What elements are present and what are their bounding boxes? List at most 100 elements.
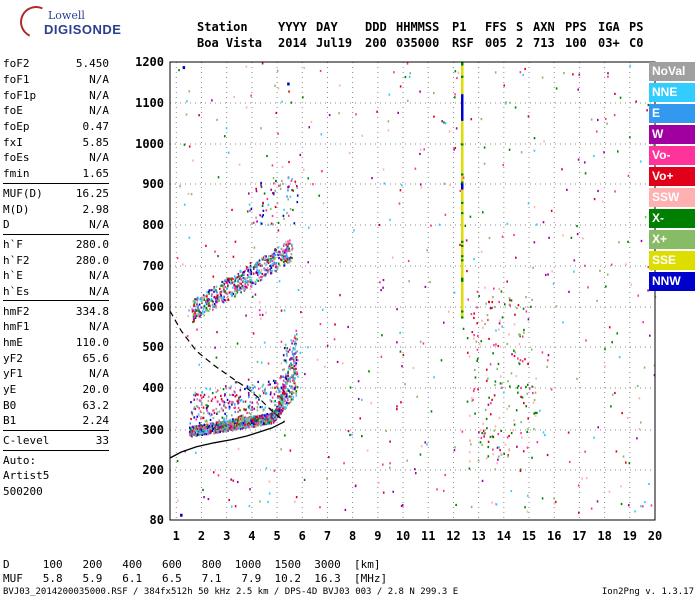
param-row: foF1p N/A [3,87,109,103]
echo-point [286,243,289,246]
echo-point [244,426,246,429]
echo-point [642,321,644,324]
x-tick-label: 5 [273,529,280,543]
echo-point [264,415,267,418]
echo-point [430,224,432,227]
echo-point [250,94,252,97]
echo-point [215,301,218,304]
echo-point [652,143,655,147]
echo-point [271,269,273,272]
echo-point [250,207,253,211]
echo-point [231,291,234,294]
echo-point [577,88,580,91]
echo-point [639,160,642,163]
echo-point [461,74,464,78]
echo-point [212,409,214,412]
echo-point [211,391,214,395]
echo-point [597,426,600,429]
echo-point [199,315,201,318]
echo-point [203,305,205,308]
echo-point [239,427,242,430]
echo-point [611,393,614,396]
echo-point [205,403,207,407]
echo-point [236,289,239,292]
echo-point [216,331,218,334]
echo-point [333,338,336,341]
echo-point [503,391,505,394]
echo-point [567,431,570,434]
echo-point [277,409,279,413]
echo-point [272,223,274,226]
echo-point [503,452,505,455]
echo-point [283,309,286,312]
echo-point [563,71,565,75]
echo-point [245,314,247,317]
echo-point [194,394,197,397]
x-tick-label: 12 [446,529,460,543]
echo-point [643,366,646,369]
echo-point [614,92,616,96]
echo-point [285,243,287,246]
legend-entry-w: W [649,125,695,144]
echo-point [605,285,607,288]
echo-point [202,428,205,432]
echo-point [222,286,225,289]
echo-point [284,376,287,379]
echo-point [247,269,249,272]
param-row: foF1 N/A [3,72,109,88]
echo-point [271,417,273,420]
echo-point [215,423,218,426]
echo-point [272,177,275,180]
echo-point [256,265,259,268]
echo-point [455,127,458,130]
echo-point [261,417,263,420]
echo-point [532,401,535,404]
echo-point [193,431,195,434]
echo-point [461,294,464,299]
echo-point [461,86,464,91]
x-tick-label: 10 [396,529,410,543]
scaled-parameters-panel: foF2 5.450 foF1 N/A foF1p N/A foE N/A foEp 0.… [3,56,109,500]
echo-point [444,122,447,125]
echo-point [585,477,588,480]
echo-point [480,250,483,253]
echo-point [308,126,311,129]
echo-point [518,343,521,346]
echo-point [536,223,538,226]
header-axn-value: 713 [533,36,555,50]
x-tick-label: 13 [471,529,485,543]
echo-point [235,428,238,431]
echo-point [236,480,239,484]
echo-point [220,294,222,297]
echo-point [226,422,228,425]
echo-point [204,430,207,433]
echo-point [505,101,507,104]
echo-point [291,350,294,353]
echo-point [553,502,556,505]
echo-point [228,427,231,430]
logo-line1: Lowell [48,9,85,22]
echo-point [227,420,229,423]
echo-point [256,401,259,404]
echo-point [249,488,251,491]
echo-point [270,222,273,225]
echo-point [341,362,344,365]
echo-point [269,264,271,268]
echo-point [194,316,197,319]
echo-point [200,416,203,419]
echo-point [500,429,503,433]
param-value: 280.0 [75,253,109,267]
echo-point [211,308,214,311]
echo-point [307,261,310,264]
echo-point [492,352,494,355]
echo-point [200,299,203,302]
echo-point [461,253,464,258]
echo-point [270,266,273,269]
echo-point [237,425,239,428]
echo-point [200,397,203,400]
echo-point [328,113,331,117]
echo-point [258,276,261,279]
echo-point [618,356,621,359]
echo-point [648,334,651,337]
echo-point [531,298,533,302]
